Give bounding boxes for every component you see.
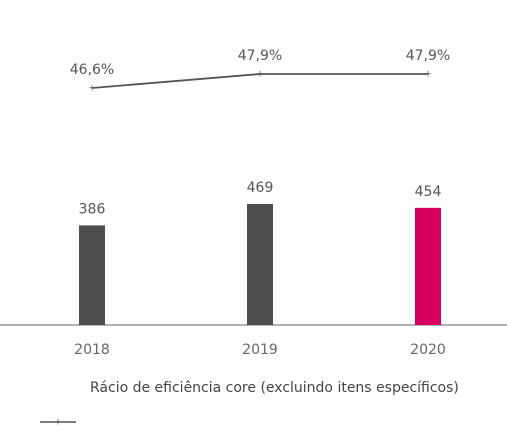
data-label: 46,6% [70, 62, 114, 78]
bar [79, 225, 105, 325]
x-tick-label: 2020 [410, 342, 446, 358]
x-tick-label: 2018 [74, 342, 110, 358]
x-tick-label: 2019 [242, 342, 278, 358]
data-label: 47,9% [406, 48, 450, 64]
data-label: 454 [415, 184, 442, 200]
legend-marker: + [54, 418, 62, 428]
data-label: 386 [79, 201, 106, 217]
legend-label: Rácio de eficiência core (excluindo iten… [90, 380, 459, 396]
data-label: 469 [247, 180, 274, 196]
bar [247, 203, 273, 325]
point-marker: + [88, 83, 96, 93]
point-marker: + [256, 69, 264, 79]
bar [415, 207, 441, 325]
point-marker: + [424, 69, 432, 79]
line [91, 73, 428, 89]
data-label: 47,9% [238, 48, 282, 64]
